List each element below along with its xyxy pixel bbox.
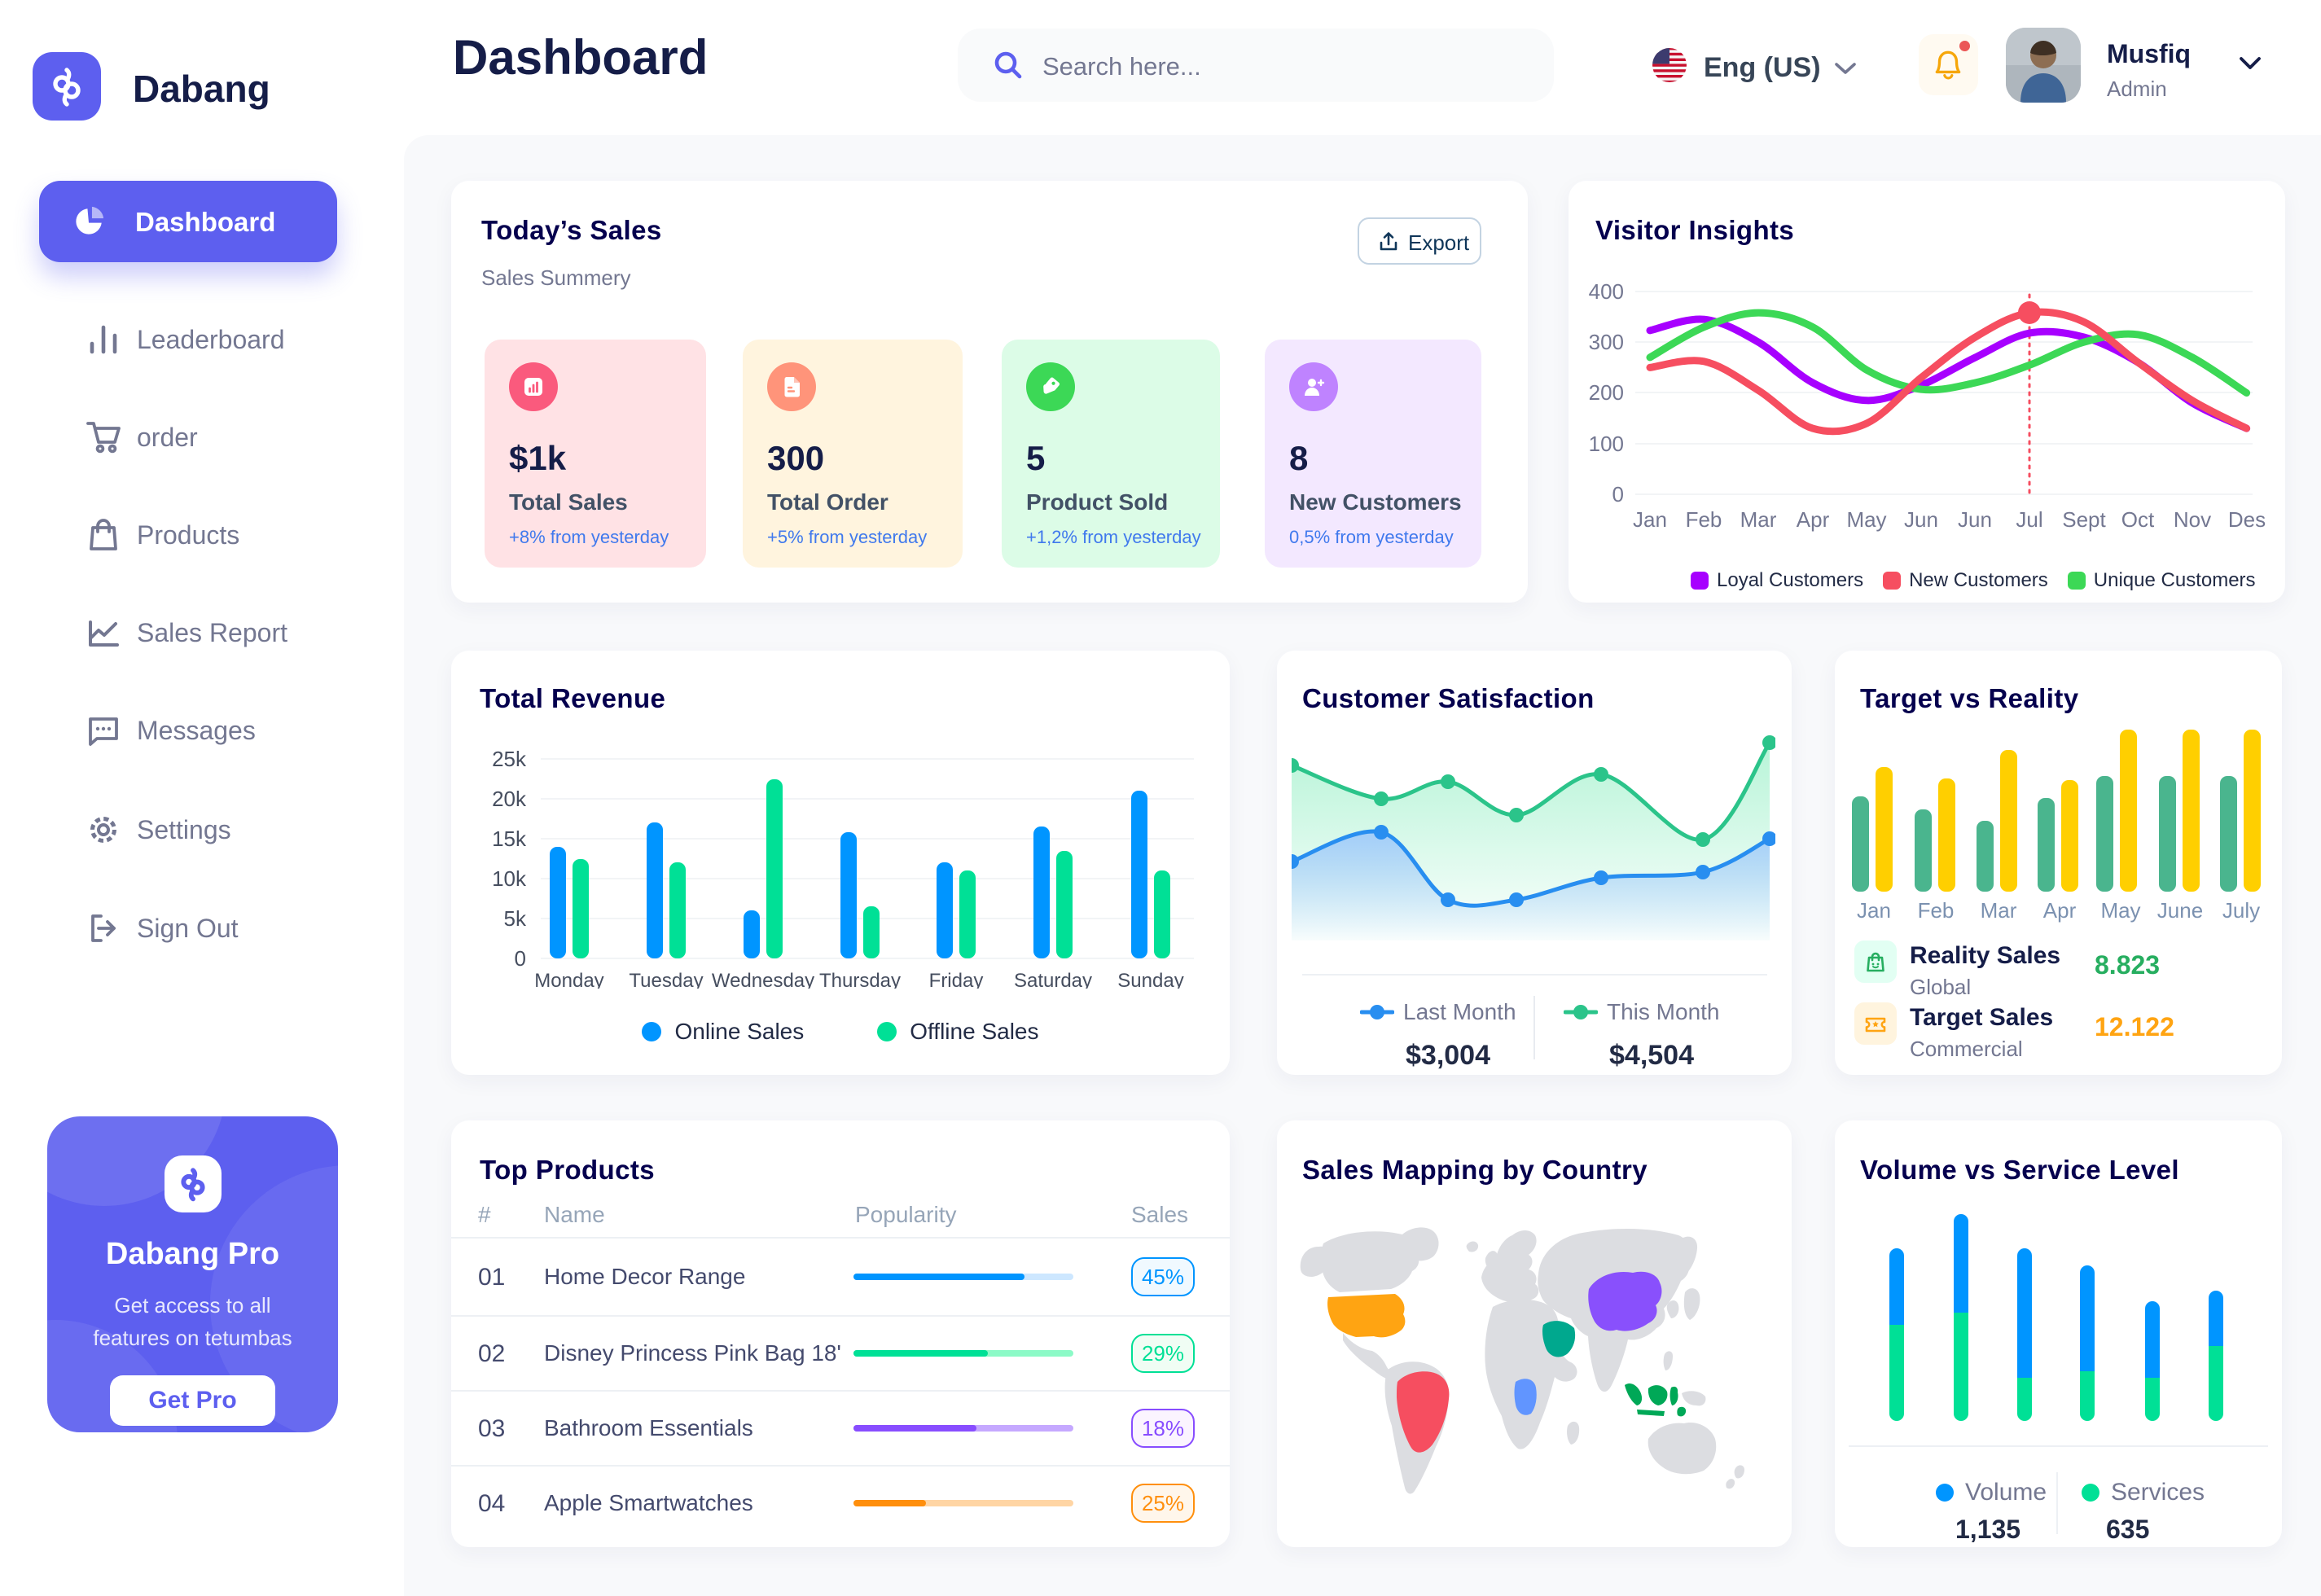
svg-text:May: May	[2100, 898, 2140, 923]
svg-text:Jun: Jun	[1904, 507, 1938, 532]
svg-text:25k: 25k	[492, 747, 527, 771]
svg-text:Saturday: Saturday	[1014, 970, 1092, 989]
svg-text:July: July	[2222, 898, 2260, 923]
svg-text:0: 0	[1612, 482, 1624, 506]
svg-text:Des: Des	[2228, 507, 2266, 532]
svg-text:Thursday: Thursday	[819, 970, 901, 989]
svg-text:Jan: Jan	[1633, 507, 1667, 532]
svg-text:Feb: Feb	[1918, 898, 1955, 923]
svg-text:Sept: Sept	[2062, 507, 2106, 532]
svg-text:Mar: Mar	[1740, 507, 1777, 532]
svg-text:20k: 20k	[492, 787, 527, 811]
svg-text:Friday: Friday	[929, 970, 984, 989]
svg-text:Jun: Jun	[1958, 507, 1992, 532]
svg-text:0: 0	[515, 946, 526, 971]
svg-text:400: 400	[1589, 279, 1624, 304]
svg-text:10k: 10k	[492, 866, 527, 891]
svg-text:May: May	[1846, 507, 1886, 532]
svg-text:Apr: Apr	[1797, 507, 1830, 532]
svg-text:Tuesday: Tuesday	[629, 970, 703, 989]
svg-text:Feb: Feb	[1686, 507, 1722, 532]
svg-text:200: 200	[1589, 380, 1624, 405]
svg-text:Monday: Monday	[534, 970, 603, 989]
svg-text:Jul: Jul	[2016, 507, 2042, 532]
svg-text:5k: 5k	[504, 906, 527, 931]
svg-text:June: June	[2157, 898, 2203, 923]
svg-text:300: 300	[1589, 330, 1624, 354]
svg-text:Jan: Jan	[1857, 898, 1891, 923]
svg-text:Oct: Oct	[2121, 507, 2155, 532]
svg-text:15k: 15k	[492, 826, 527, 851]
svg-text:100: 100	[1589, 432, 1624, 456]
svg-text:Wednesday: Wednesday	[712, 970, 814, 989]
svg-text:Mar: Mar	[1981, 898, 2017, 923]
svg-text:Apr: Apr	[2043, 898, 2077, 923]
svg-text:Sunday: Sunday	[1117, 970, 1183, 989]
svg-text:Nov: Nov	[2174, 507, 2211, 532]
